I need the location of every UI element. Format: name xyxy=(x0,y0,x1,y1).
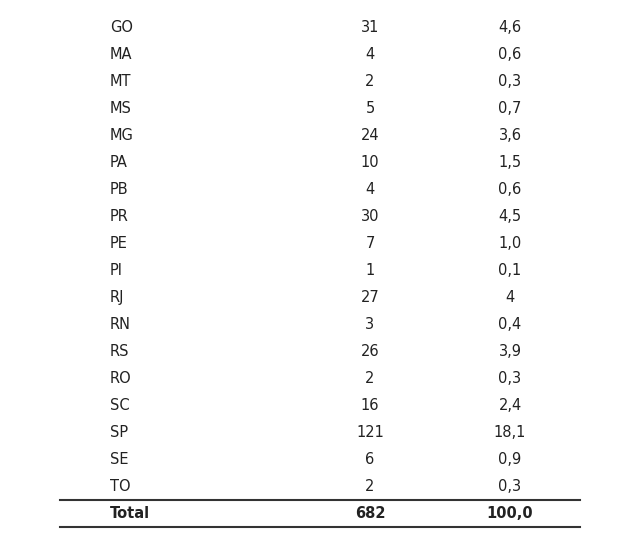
Text: 0,4: 0,4 xyxy=(499,317,522,332)
Text: PA: PA xyxy=(110,155,128,170)
Text: 31: 31 xyxy=(361,20,379,35)
Text: PR: PR xyxy=(110,209,129,224)
Text: 0,1: 0,1 xyxy=(499,263,522,278)
Text: 682: 682 xyxy=(355,506,385,521)
Text: 3: 3 xyxy=(365,317,374,332)
Text: 27: 27 xyxy=(360,290,380,305)
Text: MS: MS xyxy=(110,101,132,116)
Text: RO: RO xyxy=(110,371,132,386)
Text: 4: 4 xyxy=(365,182,374,197)
Text: SC: SC xyxy=(110,398,130,413)
Text: 0,6: 0,6 xyxy=(499,182,522,197)
Text: 16: 16 xyxy=(361,398,380,413)
Text: 0,9: 0,9 xyxy=(499,452,522,467)
Text: RN: RN xyxy=(110,317,131,332)
Text: 0,3: 0,3 xyxy=(499,371,522,386)
Text: 18,1: 18,1 xyxy=(494,425,526,440)
Text: 1: 1 xyxy=(365,263,374,278)
Text: 24: 24 xyxy=(361,128,380,143)
Text: 2: 2 xyxy=(365,479,374,494)
Text: RJ: RJ xyxy=(110,290,125,305)
Text: 4,6: 4,6 xyxy=(499,20,522,35)
Text: 0,6: 0,6 xyxy=(499,47,522,62)
Text: 121: 121 xyxy=(356,425,384,440)
Text: 1,0: 1,0 xyxy=(499,236,522,251)
Text: 1,5: 1,5 xyxy=(499,155,522,170)
Text: 100,0: 100,0 xyxy=(486,506,533,521)
Text: PI: PI xyxy=(110,263,123,278)
Text: 4: 4 xyxy=(506,290,515,305)
Text: 3,6: 3,6 xyxy=(499,128,522,143)
Text: 10: 10 xyxy=(361,155,380,170)
Text: 6: 6 xyxy=(365,452,374,467)
Text: 26: 26 xyxy=(361,344,380,359)
Text: 4: 4 xyxy=(365,47,374,62)
Text: 2: 2 xyxy=(365,371,374,386)
Text: 30: 30 xyxy=(361,209,380,224)
Text: MG: MG xyxy=(110,128,134,143)
Text: 5: 5 xyxy=(365,101,374,116)
Text: MT: MT xyxy=(110,74,131,89)
Text: Total: Total xyxy=(110,506,150,521)
Text: PB: PB xyxy=(110,182,129,197)
Text: 0,3: 0,3 xyxy=(499,74,522,89)
Text: 4,5: 4,5 xyxy=(499,209,522,224)
Text: GO: GO xyxy=(110,20,133,35)
Text: 3,9: 3,9 xyxy=(499,344,522,359)
Text: SE: SE xyxy=(110,452,129,467)
Text: 0,7: 0,7 xyxy=(499,101,522,116)
Text: 2,4: 2,4 xyxy=(499,398,522,413)
Text: 7: 7 xyxy=(365,236,374,251)
Text: TO: TO xyxy=(110,479,131,494)
Text: SP: SP xyxy=(110,425,128,440)
Text: 0,3: 0,3 xyxy=(499,479,522,494)
Text: 2: 2 xyxy=(365,74,374,89)
Text: PE: PE xyxy=(110,236,128,251)
Text: MA: MA xyxy=(110,47,132,62)
Text: RS: RS xyxy=(110,344,129,359)
